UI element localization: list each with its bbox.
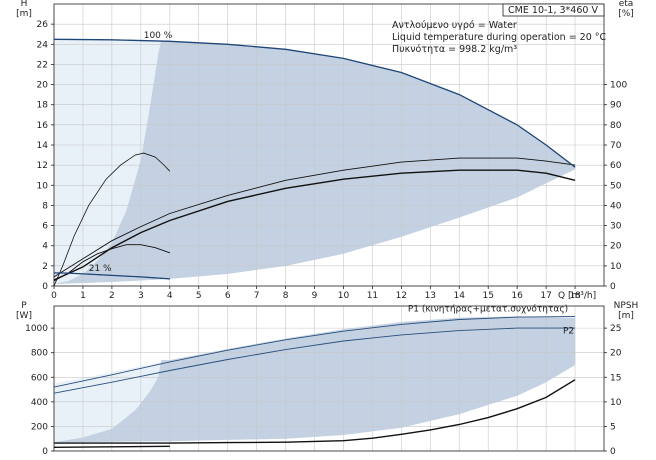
y-right-tick-label: 25 — [610, 324, 621, 334]
info-line: Πυκνότητα = 998.2 kg/m³ — [392, 44, 517, 55]
y-right-tick-label: 30 — [610, 222, 622, 232]
x-tick-label: 10 — [338, 291, 350, 301]
y-right-tick-label: 5 — [610, 422, 616, 432]
y-left-tick-label: 8 — [42, 201, 48, 211]
x-tick-label: 7 — [254, 291, 260, 301]
plot-frame — [53, 305, 605, 452]
y-left-axis-unit: [W] — [16, 311, 32, 321]
x-tick-label: 13 — [425, 291, 436, 301]
y-left-tick-label: 20 — [37, 81, 49, 91]
y-left-tick-label: 1000 — [25, 324, 48, 334]
y-left-tick-label: 26 — [37, 20, 49, 30]
series-label: P1 (κινητήρας+μετατ.συχνότητας) — [408, 304, 568, 315]
y-right-tick-label: 100 — [610, 81, 627, 91]
y-right-axis-label: eta — [619, 0, 634, 9]
series-line-1-3 — [54, 379, 576, 444]
y-left-tick-label: 6 — [42, 222, 48, 232]
y-left-tick-label: 400 — [31, 398, 48, 408]
y-left-axis-unit: [m] — [16, 9, 32, 19]
y-left-tick-label: 22 — [37, 60, 48, 70]
y-left-tick-label: 18 — [37, 101, 49, 111]
x-tick-label: 14 — [454, 291, 466, 301]
y-right-tick-label: 80 — [610, 121, 622, 131]
series-line-1-2 — [53, 445, 170, 448]
x-tick-label: 11 — [367, 291, 378, 301]
y-left-tick-label: 600 — [31, 373, 48, 383]
y-left-tick-label: 2 — [42, 262, 48, 272]
x-tick-label: 6 — [225, 291, 231, 301]
y-right-tick-label: 20 — [610, 349, 622, 359]
y-right-axis-unit: [m] — [618, 311, 634, 321]
y-right-tick-label: 60 — [610, 161, 622, 171]
series-line-p1 — [53, 315, 576, 388]
info-line: Liquid temperature during operation = 20… — [392, 32, 607, 43]
x-tick-label: 9 — [312, 291, 318, 301]
y-left-axis-label: H — [21, 0, 28, 9]
y-left-tick-label: 16 — [37, 121, 49, 131]
series-line-0-0 — [53, 169, 576, 281]
x-tick-label: 3 — [138, 291, 144, 301]
x-tick-label: 5 — [196, 291, 202, 301]
x-axis-label: Q [m³/h] — [558, 291, 596, 301]
y-left-tick-label: 0 — [42, 282, 48, 292]
y-right-axis-label: NPSH — [614, 301, 639, 311]
x-tick-label: 8 — [283, 291, 289, 301]
y-left-tick-label: 24 — [37, 40, 49, 50]
info-line: Αντλούμενο υγρό = Water — [392, 20, 517, 31]
y-right-tick-label: 40 — [610, 201, 622, 211]
y-left-tick-label: 800 — [31, 349, 48, 359]
title-box — [502, 3, 605, 17]
y-left-tick-label: 10 — [37, 181, 49, 191]
series-label: P2 — [563, 327, 574, 337]
y-right-tick-label: 0 — [610, 282, 616, 292]
chart-title: CME 10-1, 3*460 V — [508, 5, 598, 16]
y-right-axis-unit: [%] — [618, 9, 634, 19]
x-tick-label: 18 — [569, 291, 581, 301]
series-line-100-percent — [53, 38, 576, 168]
x-tick-label: 17 — [540, 291, 551, 301]
x-tick-label: 15 — [482, 291, 493, 301]
y-left-tick-label: 14 — [37, 141, 49, 151]
x-tick-label: 16 — [511, 291, 523, 301]
x-tick-label: 4 — [167, 291, 173, 301]
y-right-tick-label: 15 — [610, 373, 621, 383]
series-line-0-2 — [53, 244, 170, 282]
series-line-0-1 — [53, 157, 576, 278]
x-tick-label: 0 — [51, 291, 57, 301]
y-right-tick-label: 70 — [610, 141, 622, 151]
y-right-tick-label: 20 — [610, 242, 622, 252]
y-left-axis-label: P — [21, 301, 27, 311]
y-right-tick-label: 50 — [610, 181, 622, 191]
x-tick-label: 12 — [396, 291, 407, 301]
y-right-tick-label: 0 — [610, 447, 616, 457]
x-tick-label: 1 — [80, 291, 86, 301]
y-right-tick-label: 90 — [610, 101, 622, 111]
y-left-tick-label: 0 — [42, 447, 48, 457]
series-line-0-4 — [53, 152, 171, 287]
y-left-tick-label: 12 — [37, 161, 48, 171]
y-left-tick-label: 200 — [31, 422, 48, 432]
speed-label: 100 % — [144, 31, 173, 41]
y-right-tick-label: 10 — [610, 398, 622, 408]
series-line-21-percent — [53, 272, 170, 280]
y-right-tick-label: 10 — [610, 262, 622, 272]
x-tick-label: 2 — [109, 291, 115, 301]
y-left-tick-label: 4 — [42, 242, 48, 252]
series-line-p2 — [53, 327, 576, 394]
speed-label: 21 % — [89, 264, 112, 274]
